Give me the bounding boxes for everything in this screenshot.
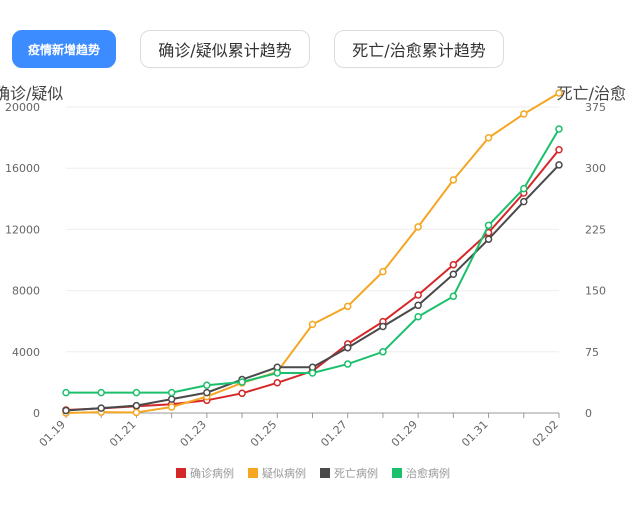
y-axis-right-title: 死亡/治愈	[556, 84, 626, 103]
legend-label: 疑似病例	[262, 467, 306, 480]
data-point	[167, 388, 176, 397]
data-point	[555, 161, 563, 169]
data-point	[97, 388, 105, 397]
y-right-tick-label: 0	[585, 407, 592, 420]
y-right-tick-label: 300	[585, 162, 606, 175]
legend-swatch	[320, 468, 330, 478]
data-point	[273, 379, 282, 387]
data-point	[167, 395, 176, 403]
data-point	[414, 223, 422, 231]
data-point	[414, 301, 422, 310]
x-tick-label: 01.19	[37, 418, 68, 449]
data-point	[449, 292, 458, 301]
y-axis-left-title: 确诊/疑似	[0, 84, 64, 103]
data-point	[343, 343, 352, 352]
data-point	[449, 176, 458, 184]
y-left-tick-label: 0	[33, 407, 40, 420]
data-point	[520, 184, 528, 193]
data-point	[132, 388, 141, 397]
data-point	[414, 312, 422, 321]
data-point	[449, 270, 458, 279]
data-point	[203, 388, 211, 397]
data-point	[238, 378, 246, 386]
y-left-tick-label: 20000	[5, 101, 40, 114]
data-point	[238, 389, 246, 398]
data-point	[343, 360, 352, 368]
data-point	[379, 322, 387, 331]
legend-swatch	[176, 468, 186, 478]
y-right-tick-label: 375	[585, 101, 606, 114]
data-point	[203, 381, 211, 390]
data-point	[449, 260, 458, 269]
data-point	[62, 388, 70, 397]
x-tick-label: 01.31	[459, 418, 490, 449]
legend-label: 治愈病例	[406, 467, 450, 480]
legend-swatch	[392, 468, 402, 478]
tab-death-cured-cumulative[interactable]: 死亡/治愈累计趋势	[334, 30, 504, 68]
legend-item[interactable]: 死亡病例	[320, 465, 378, 481]
data-point	[484, 221, 493, 230]
data-point	[132, 408, 141, 417]
data-point	[520, 110, 528, 118]
y-left-tick-label: 4000	[12, 346, 40, 359]
data-point	[555, 125, 563, 133]
x-tick-label: 01.27	[318, 418, 349, 449]
legend-label: 死亡病例	[334, 467, 378, 480]
y-left-tick-label: 16000	[5, 162, 40, 175]
data-point	[520, 197, 528, 206]
x-tick-label: 02.02	[530, 418, 561, 449]
data-point	[343, 302, 352, 311]
data-point	[414, 291, 422, 299]
y-left-tick-label: 12000	[5, 223, 40, 236]
data-point	[555, 89, 563, 97]
tab-new-trend[interactable]: 疫情新增趋势	[12, 30, 116, 68]
data-point	[484, 134, 493, 142]
y-left-tick-label: 8000	[12, 285, 40, 298]
legend-item[interactable]: 确诊病例	[176, 465, 234, 481]
x-tick-label: 01.23	[178, 418, 209, 449]
legend-item[interactable]: 治愈病例	[392, 465, 450, 481]
data-point	[97, 404, 105, 412]
legend-swatch	[248, 468, 258, 478]
data-point	[484, 235, 493, 243]
data-point	[167, 403, 176, 411]
chart-legend: 确诊病例 疑似病例 死亡病例 治愈病例	[0, 465, 626, 481]
x-tick-label: 01.29	[389, 418, 420, 449]
data-point	[308, 369, 317, 377]
legend-label: 确诊病例	[190, 467, 234, 480]
y-right-tick-label: 75	[585, 346, 599, 359]
data-point	[62, 406, 70, 415]
data-point	[379, 348, 387, 356]
y-right-tick-label: 225	[585, 223, 606, 236]
data-point	[555, 146, 563, 154]
data-point	[379, 267, 387, 276]
tab-confirmed-suspected-cumulative[interactable]: 确诊/疑似累计趋势	[140, 30, 310, 68]
x-tick-label: 01.21	[107, 418, 138, 449]
legend-item[interactable]: 疑似病例	[248, 465, 306, 481]
y-right-tick-label: 150	[585, 285, 606, 298]
data-point	[308, 320, 317, 329]
data-point	[132, 401, 141, 410]
data-point	[273, 369, 282, 377]
x-tick-label: 01.25	[248, 418, 279, 449]
